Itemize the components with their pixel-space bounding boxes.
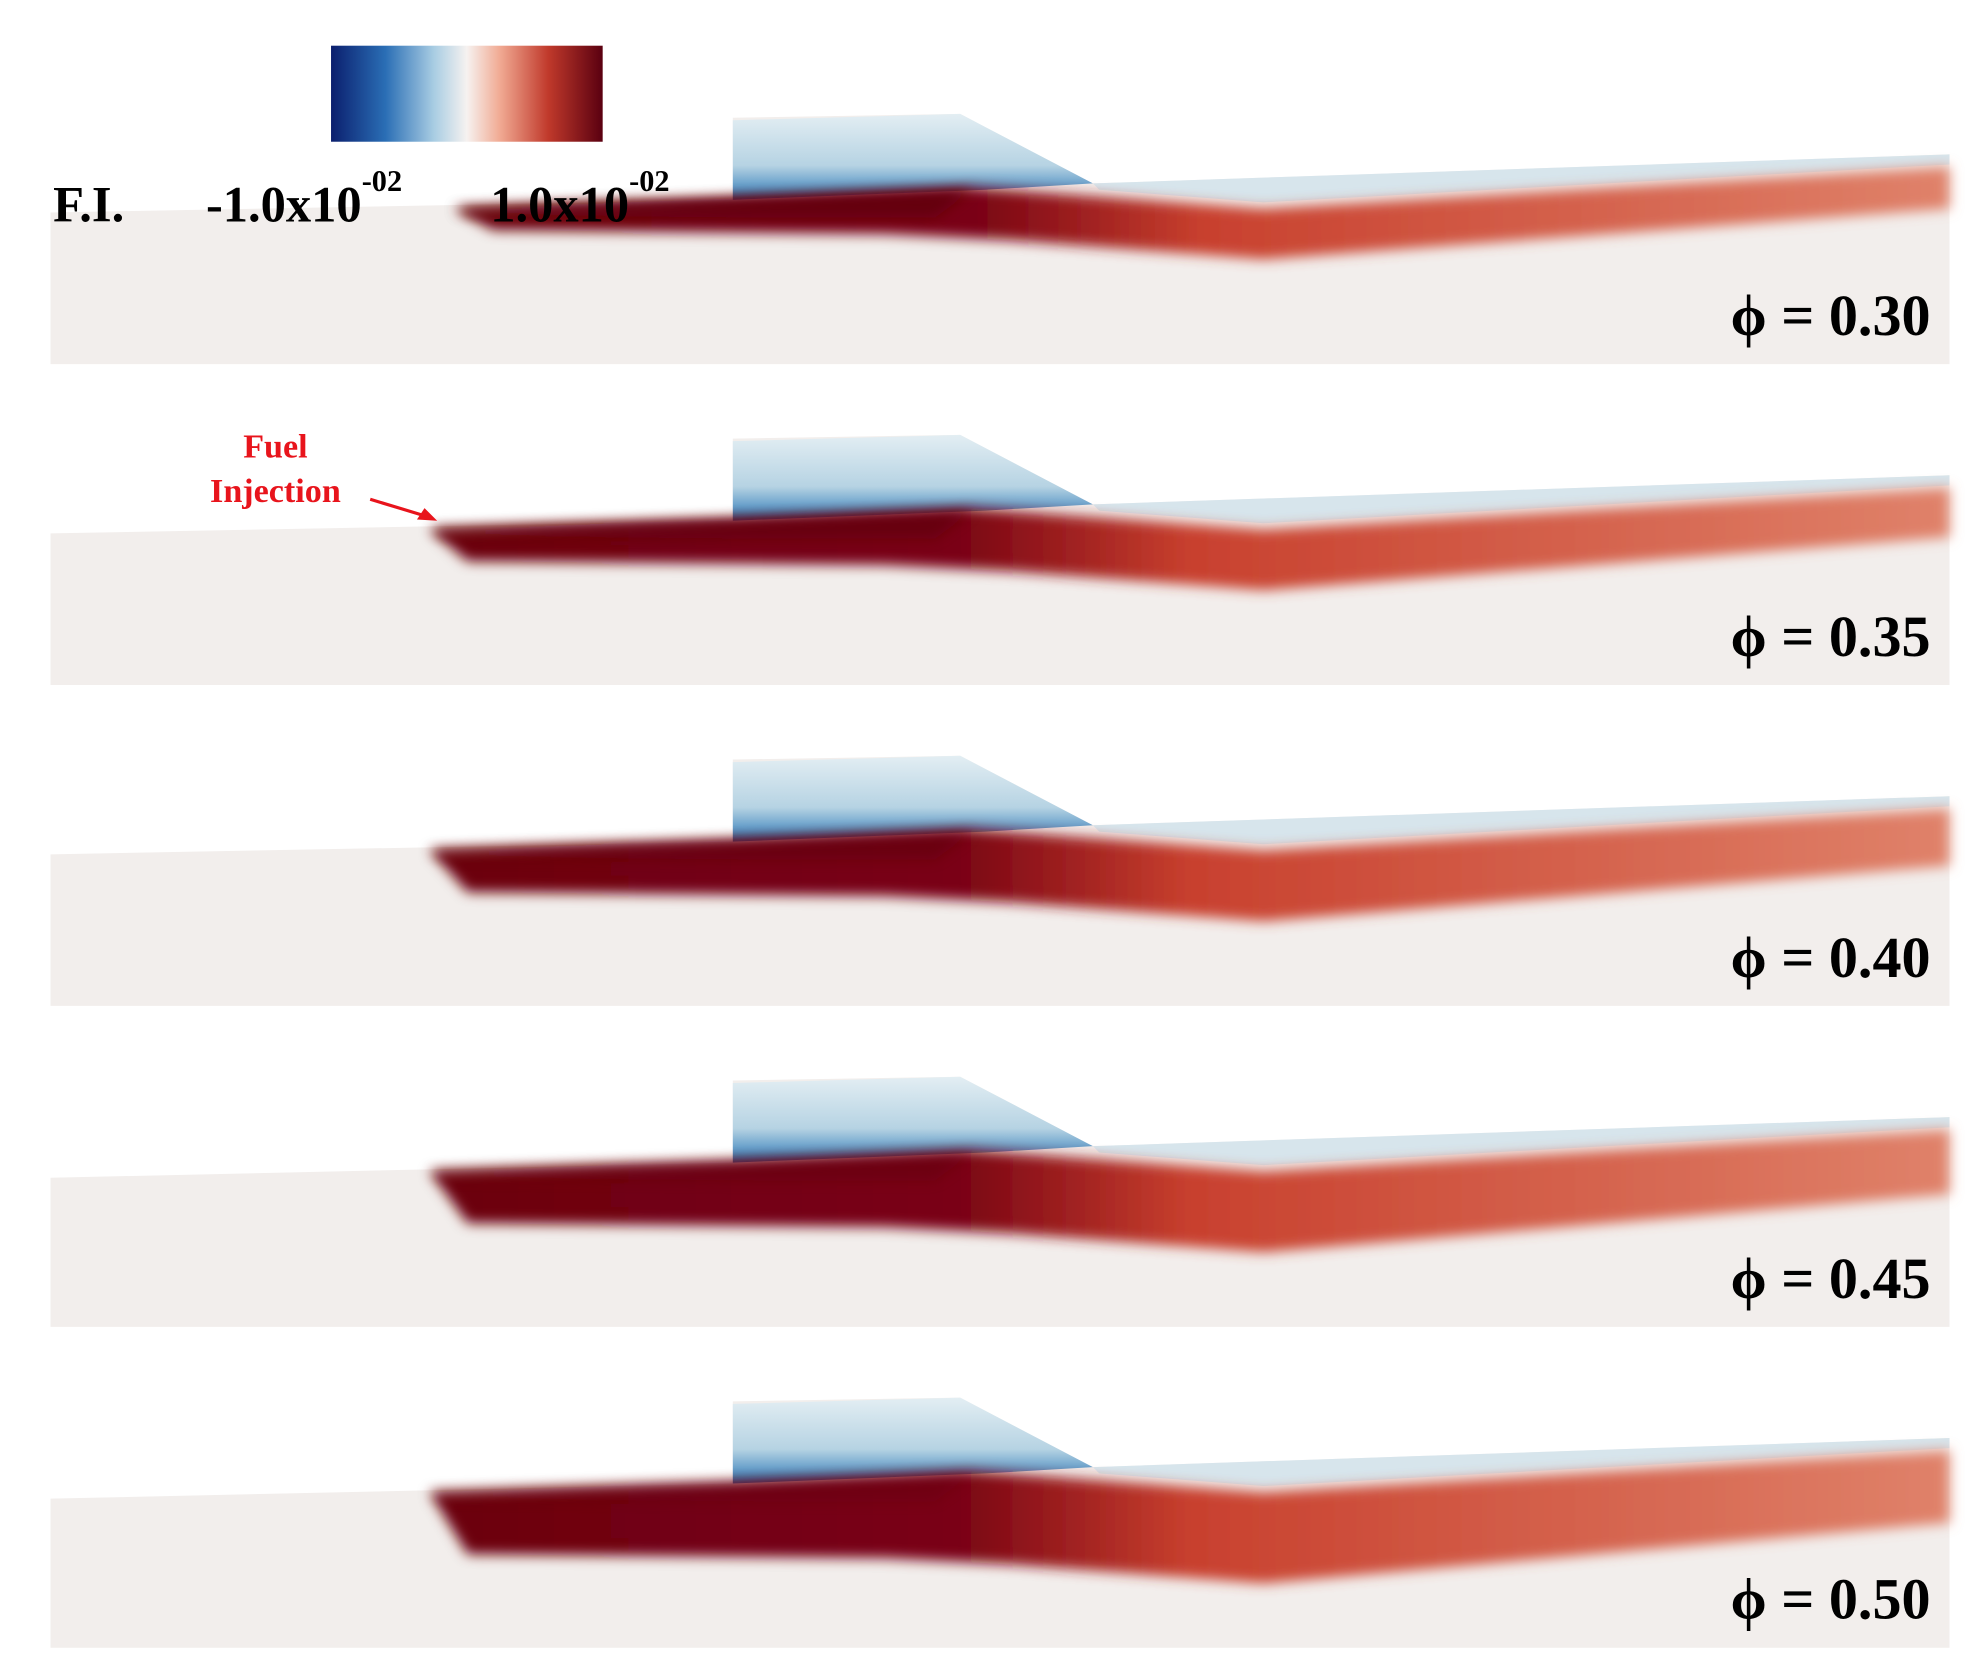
panel-label: ϕ = 0.35 (1730, 604, 1930, 669)
colorbar-max-base: 1.0x10 (490, 176, 629, 232)
shear-layer (1092, 154, 1950, 203)
fuel-core (429, 510, 973, 539)
panel: ϕ = 0.35 (50, 434, 1950, 686)
cowl-region (732, 1076, 1093, 1163)
fuel-core (429, 1152, 973, 1181)
panel: ϕ = 0.40 (50, 755, 1950, 1006)
shear-layer (1092, 1117, 1950, 1166)
fuel-plume (429, 487, 1950, 591)
panel: ϕ = 0.30 (50, 113, 1950, 365)
colorbar-min: -1.0x10-02 (206, 164, 402, 232)
colorbar-max: 1.0x10-02 (490, 164, 669, 232)
colorbar (331, 45, 603, 142)
annotation-line: Fuel (243, 429, 307, 466)
fuel-core (429, 831, 973, 860)
panel-label: ϕ = 0.40 (1730, 925, 1930, 990)
panel-label: ϕ = 0.45 (1730, 1246, 1930, 1311)
cowl-region (732, 755, 1093, 842)
shear-layer (1092, 475, 1950, 524)
fuel-core (429, 1473, 973, 1502)
annotation-arrow (369, 497, 425, 518)
panels: ϕ = 0.30 ϕ = 0.35 ϕ = 0.40 ϕ = 0.45 ϕ = 0.50 (50, 113, 1950, 1648)
panel-label: ϕ = 0.50 (1730, 1567, 1930, 1632)
cowl-region (732, 1397, 1093, 1484)
colorbar-label: F.I. (53, 176, 124, 232)
panel-label: ϕ = 0.30 (1730, 283, 1930, 348)
shear-layer (1092, 796, 1950, 845)
shear-layer (1092, 1438, 1950, 1487)
panel: ϕ = 0.50 (50, 1397, 1950, 1648)
colorbar-min-exponent: -02 (362, 164, 402, 198)
fuel-plume (429, 808, 1950, 922)
cowl-region (732, 113, 1093, 200)
cowl-region (732, 434, 1093, 521)
colorbar-min-base: -1.0x10 (206, 176, 362, 232)
annotation-line: Injection (210, 473, 341, 510)
fuel-plume (454, 166, 1950, 260)
colorbar-max-exponent: -02 (629, 164, 669, 198)
panel: ϕ = 0.45 (50, 1076, 1950, 1327)
annotation-arrowhead (416, 508, 438, 521)
fuel-core (454, 189, 973, 218)
